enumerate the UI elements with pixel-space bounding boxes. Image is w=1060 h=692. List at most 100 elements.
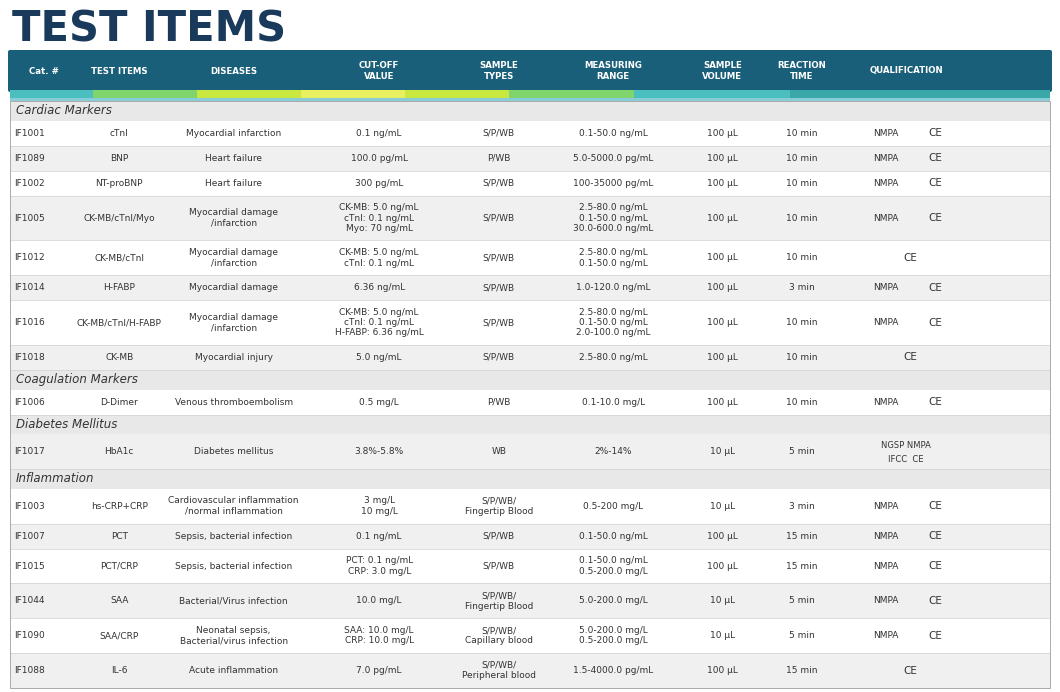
Text: SAA/CRP: SAA/CRP	[100, 631, 139, 640]
Text: 10.0 mg/L: 10.0 mg/L	[356, 597, 402, 606]
Text: CE: CE	[929, 630, 942, 641]
Text: 100 μL: 100 μL	[707, 318, 738, 327]
Text: NT-proBNP: NT-proBNP	[95, 179, 143, 188]
Text: NMPA: NMPA	[873, 179, 899, 188]
Text: 100 μL: 100 μL	[707, 353, 738, 362]
Text: 5.0 ng/mL: 5.0 ng/mL	[356, 353, 402, 362]
Text: CE: CE	[929, 179, 942, 188]
Text: Myocardial damage
/infarction: Myocardial damage /infarction	[189, 313, 278, 332]
Text: DISEASES: DISEASES	[210, 66, 258, 75]
Text: IF1012: IF1012	[14, 253, 45, 262]
Bar	[10, 489, 1050, 524]
Bar	[509, 90, 634, 98]
Text: 100-35000 pg/mL: 100-35000 pg/mL	[573, 179, 653, 188]
Text: 10 min: 10 min	[787, 353, 817, 362]
Text: 1.0-120.0 ng/mL: 1.0-120.0 ng/mL	[576, 283, 651, 292]
Text: 0.1-10.0 mg/L: 0.1-10.0 mg/L	[582, 398, 644, 407]
Bar	[10, 171, 1050, 196]
Text: SAMPLE
TYPES: SAMPLE TYPES	[479, 62, 518, 81]
Text: 2.5-80.0 ng/mL
0.1-50.0 ng/mL: 2.5-80.0 ng/mL 0.1-50.0 ng/mL	[579, 248, 648, 268]
Text: P/WB: P/WB	[488, 154, 511, 163]
Text: 10 min: 10 min	[787, 179, 817, 188]
Text: IF1015: IF1015	[14, 561, 45, 570]
Text: 0.5 mg/L: 0.5 mg/L	[359, 398, 399, 407]
Text: 0.1-50.0 ng/mL: 0.1-50.0 ng/mL	[579, 531, 648, 540]
Text: CE: CE	[929, 397, 942, 407]
Text: 3 mg/L
10 mg/L: 3 mg/L 10 mg/L	[360, 496, 398, 516]
Text: QUALIFICATION: QUALIFICATION	[869, 66, 942, 75]
Text: S/P/WB: S/P/WB	[482, 253, 515, 262]
Text: TEST ITEMS: TEST ITEMS	[91, 66, 147, 75]
Text: Myocardial damage
/infarction: Myocardial damage /infarction	[189, 248, 278, 268]
Text: 0.1-50.0 ng/mL: 0.1-50.0 ng/mL	[579, 129, 648, 138]
Text: Sepsis, bacterial infection: Sepsis, bacterial infection	[175, 561, 293, 570]
Text: CK-MB: 5.0 ng/mL
cTnI: 0.1 ng/mL
H-FABP: 6.36 ng/mL: CK-MB: 5.0 ng/mL cTnI: 0.1 ng/mL H-FABP:…	[335, 308, 424, 338]
Text: IF1003: IF1003	[14, 502, 45, 511]
Text: Acute inflammation: Acute inflammation	[189, 666, 278, 675]
Bar	[10, 101, 1050, 688]
Text: 1.5-4000.0 pg/mL: 1.5-4000.0 pg/mL	[573, 666, 653, 675]
Text: 10 min: 10 min	[787, 253, 817, 262]
Text: 2.5-80.0 ng/mL
0.1-50.0 ng/mL
2.0-100.0 ng/mL: 2.5-80.0 ng/mL 0.1-50.0 ng/mL 2.0-100.0 …	[576, 308, 651, 338]
Text: 3 min: 3 min	[789, 283, 815, 292]
Text: 2.5-80.0 ng/mL
0.1-50.0 ng/mL
30.0-600.0 ng/mL: 2.5-80.0 ng/mL 0.1-50.0 ng/mL 30.0-600.0…	[573, 203, 653, 233]
Bar	[10, 146, 1050, 171]
Text: PCT: PCT	[110, 531, 127, 540]
Text: IF1017: IF1017	[14, 447, 45, 456]
Bar	[10, 469, 1050, 489]
Bar	[10, 345, 1050, 370]
Text: IFCC  CE: IFCC CE	[888, 455, 923, 464]
Text: CE: CE	[903, 666, 917, 675]
Text: CK-MB: CK-MB	[105, 353, 134, 362]
Text: 5.0-5000.0 pg/mL: 5.0-5000.0 pg/mL	[573, 154, 653, 163]
Text: IF1002: IF1002	[14, 179, 45, 188]
Text: 10 min: 10 min	[787, 398, 817, 407]
Text: CE: CE	[903, 253, 917, 263]
Text: NMPA: NMPA	[873, 561, 899, 570]
FancyBboxPatch shape	[8, 50, 1052, 92]
Text: 15 min: 15 min	[787, 561, 817, 570]
Text: HbA1c: HbA1c	[105, 447, 134, 456]
Text: NMPA: NMPA	[873, 502, 899, 511]
Text: 10 μL: 10 μL	[710, 597, 735, 606]
Text: Diabetes Mellitus: Diabetes Mellitus	[16, 418, 118, 431]
Text: S/P/WB: S/P/WB	[482, 353, 515, 362]
Text: 0.1 ng/mL: 0.1 ng/mL	[356, 129, 402, 138]
Text: H-FABP: H-FABP	[103, 283, 135, 292]
Text: CE: CE	[929, 213, 942, 223]
Text: CE: CE	[929, 318, 942, 327]
Text: S/P/WB/
Fingertip Blood: S/P/WB/ Fingertip Blood	[464, 496, 533, 516]
Bar	[10, 120, 1050, 146]
Text: NMPA: NMPA	[873, 318, 899, 327]
Text: IF1016: IF1016	[14, 318, 45, 327]
Bar	[10, 549, 1050, 583]
Bar	[10, 98, 1050, 101]
Text: SAA: 10.0 mg/L
CRP: 10.0 mg/L: SAA: 10.0 mg/L CRP: 10.0 mg/L	[344, 626, 414, 646]
Text: NMPA: NMPA	[873, 631, 899, 640]
Text: CE: CE	[929, 596, 942, 606]
Text: S/P/WB/
Fingertip Blood: S/P/WB/ Fingertip Blood	[464, 591, 533, 610]
Text: 7.0 pg/mL: 7.0 pg/mL	[356, 666, 402, 675]
Text: 10 min: 10 min	[787, 129, 817, 138]
Bar	[10, 240, 1050, 275]
Text: S/P/WB: S/P/WB	[482, 179, 515, 188]
Text: PCT/CRP: PCT/CRP	[101, 561, 138, 570]
Text: Diabetes mellitus: Diabetes mellitus	[194, 447, 273, 456]
Text: NGSP NMPA: NGSP NMPA	[881, 441, 931, 450]
Text: REACTION
TIME: REACTION TIME	[778, 62, 827, 81]
Text: 100 μL: 100 μL	[707, 531, 738, 540]
Text: 6.36 ng/mL: 6.36 ng/mL	[354, 283, 405, 292]
Text: CE: CE	[903, 352, 917, 363]
Text: NMPA: NMPA	[873, 398, 899, 407]
Text: 5.0-200.0 mg/L
0.5-200.0 mg/L: 5.0-200.0 mg/L 0.5-200.0 mg/L	[579, 626, 648, 646]
Text: 100 μL: 100 μL	[707, 179, 738, 188]
Bar	[10, 524, 1050, 549]
Text: Myocardial infarction: Myocardial infarction	[186, 129, 281, 138]
Text: IF1088: IF1088	[14, 666, 45, 675]
Bar	[634, 90, 790, 98]
Text: CE: CE	[929, 501, 942, 511]
Text: NMPA: NMPA	[873, 283, 899, 292]
Text: Bacterial/Virus infection: Bacterial/Virus infection	[179, 597, 288, 606]
Text: Inflammation: Inflammation	[16, 473, 94, 485]
Text: 100 μL: 100 μL	[707, 283, 738, 292]
